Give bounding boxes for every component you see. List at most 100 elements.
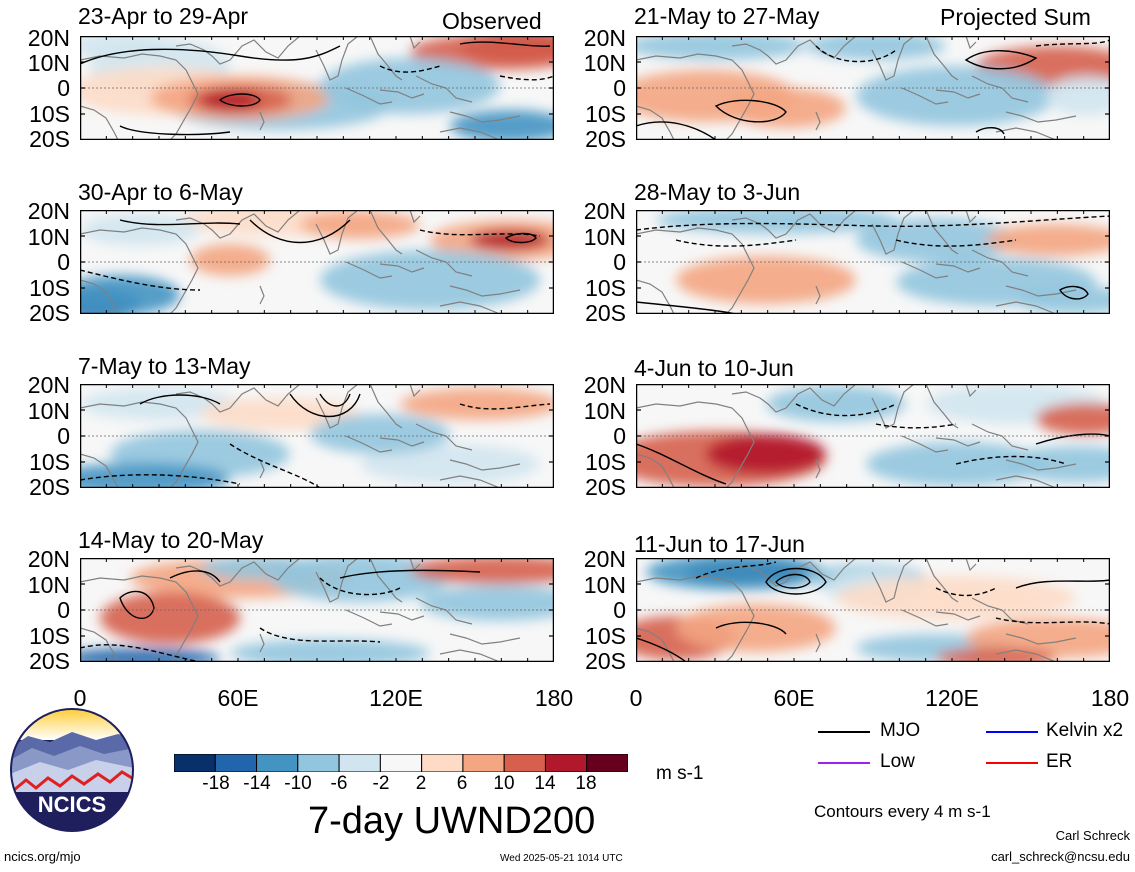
mjo-contour <box>119 590 155 619</box>
mjo-contour <box>964 50 1038 70</box>
colorbar-swatch <box>421 754 464 772</box>
wind-anomaly-region <box>420 585 554 621</box>
coastline <box>815 111 821 131</box>
colorbar-tick: 18 <box>575 773 597 794</box>
wind-anomaly-region <box>986 224 1110 256</box>
coastline <box>636 105 675 140</box>
wind-anomaly-region <box>726 88 846 128</box>
coastline <box>731 36 857 65</box>
mjo-contour <box>80 474 241 485</box>
mjo-contour <box>169 570 221 583</box>
lat-label-20s: 20S <box>585 126 626 152</box>
map-panel-proj-1 <box>636 36 1110 140</box>
coastline <box>80 105 119 140</box>
mjo-contour <box>249 219 351 244</box>
mjo-contour <box>319 393 351 407</box>
coastline <box>871 384 915 429</box>
wind-anomaly-region <box>320 58 500 114</box>
coastline <box>731 384 857 413</box>
mjo-contour <box>935 587 997 597</box>
wind-anomaly-region <box>856 218 1016 262</box>
mjo-contour <box>765 567 827 595</box>
mjo-contour <box>379 65 441 73</box>
mjo-contour <box>229 443 321 488</box>
lat-label-20n: 20N <box>27 198 70 224</box>
mjo-contour <box>1059 285 1089 300</box>
projected-label: Projected Sum <box>940 4 1091 30</box>
panel-title-proj-1: 21-May to 27-May <box>634 3 820 29</box>
lat-label-eq: 0 <box>613 249 626 275</box>
lat-label-10s: 10S <box>585 101 626 127</box>
lat-label-eq: 0 <box>57 249 70 275</box>
wind-anomaly-region <box>310 414 450 454</box>
map-panel-obs-2 <box>80 210 554 314</box>
coastline <box>80 53 199 140</box>
mjo-contour <box>636 443 727 485</box>
coastline <box>995 475 1057 488</box>
panel-title-proj-2: 28-May to 3-Jun <box>634 179 801 205</box>
lat-label-20s: 20S <box>585 648 626 674</box>
panel-title-obs-2: 30-Apr to 6-May <box>78 179 243 205</box>
mjo-contour <box>499 75 554 81</box>
coastline <box>965 210 977 224</box>
colorbar-swatch <box>544 754 588 772</box>
panel-title-obs-1: 23-Apr to 29-Apr <box>78 3 249 29</box>
legend-label-low: Low <box>880 751 915 772</box>
coastline <box>965 384 977 398</box>
coastline <box>1005 633 1077 645</box>
lat-label-10n: 10N <box>27 572 70 598</box>
coastline <box>415 75 473 103</box>
lon-label-120e: 120E <box>925 685 979 711</box>
lon-label-0: 0 <box>629 685 643 711</box>
mjo-contour <box>1035 39 1110 47</box>
coastline <box>345 609 393 627</box>
coastline <box>815 633 821 653</box>
contour-note: Contours every 4 m s-1 <box>814 802 991 821</box>
coastline <box>439 127 501 140</box>
lat-label-10n: 10N <box>583 398 626 424</box>
wind-anomaly-region <box>80 36 170 60</box>
site-url: ncics.org/mjo <box>4 849 81 864</box>
lat-label-20n: 20N <box>27 372 70 398</box>
coastline <box>815 285 821 305</box>
coastline <box>449 459 521 471</box>
coastline <box>935 263 981 273</box>
lat-label-20s: 20S <box>29 300 70 326</box>
wind-anomaly-region <box>676 604 836 652</box>
colorbar-swatch <box>174 754 216 772</box>
coastline <box>995 127 1057 140</box>
lat-label-10n: 10N <box>27 50 70 76</box>
lat-label-eq: 0 <box>613 75 626 101</box>
coastline <box>925 36 959 81</box>
legend-line-mjo <box>818 731 870 733</box>
mjo-contour <box>636 637 687 662</box>
wind-anomaly-region <box>966 618 1110 658</box>
coastline <box>636 627 675 662</box>
lat-label-eq: 0 <box>57 423 70 449</box>
coastline <box>449 111 521 123</box>
legend-label-mjo: MJO <box>880 720 921 741</box>
colorbar-swatch <box>462 754 505 772</box>
mjo-contour <box>139 394 221 405</box>
coastline <box>415 423 473 451</box>
observed-label: Observed <box>442 8 542 34</box>
mjo-contour <box>419 229 541 237</box>
legend-label-kelvin: Kelvin x2 <box>1046 720 1124 741</box>
mjo-contour <box>459 403 551 410</box>
coastline <box>935 611 981 621</box>
coastline <box>995 301 1057 314</box>
colorbar-swatch <box>297 754 340 772</box>
legend-line-er <box>986 762 1038 764</box>
coastline <box>379 437 425 447</box>
mjo-contour <box>995 617 1110 625</box>
panel-title-obs-4: 14-May to 20-May <box>78 527 264 553</box>
wind-anomaly-region <box>300 211 420 239</box>
wind-anomaly-region <box>400 388 554 420</box>
coastline <box>901 261 949 279</box>
wind-anomaly-region <box>450 110 554 140</box>
mjo-contour <box>289 393 361 418</box>
ncics-logo-text: NCICS <box>38 792 106 817</box>
mjo-contour <box>259 627 381 643</box>
coastline <box>379 263 425 273</box>
wind-anomaly-region <box>646 558 826 590</box>
